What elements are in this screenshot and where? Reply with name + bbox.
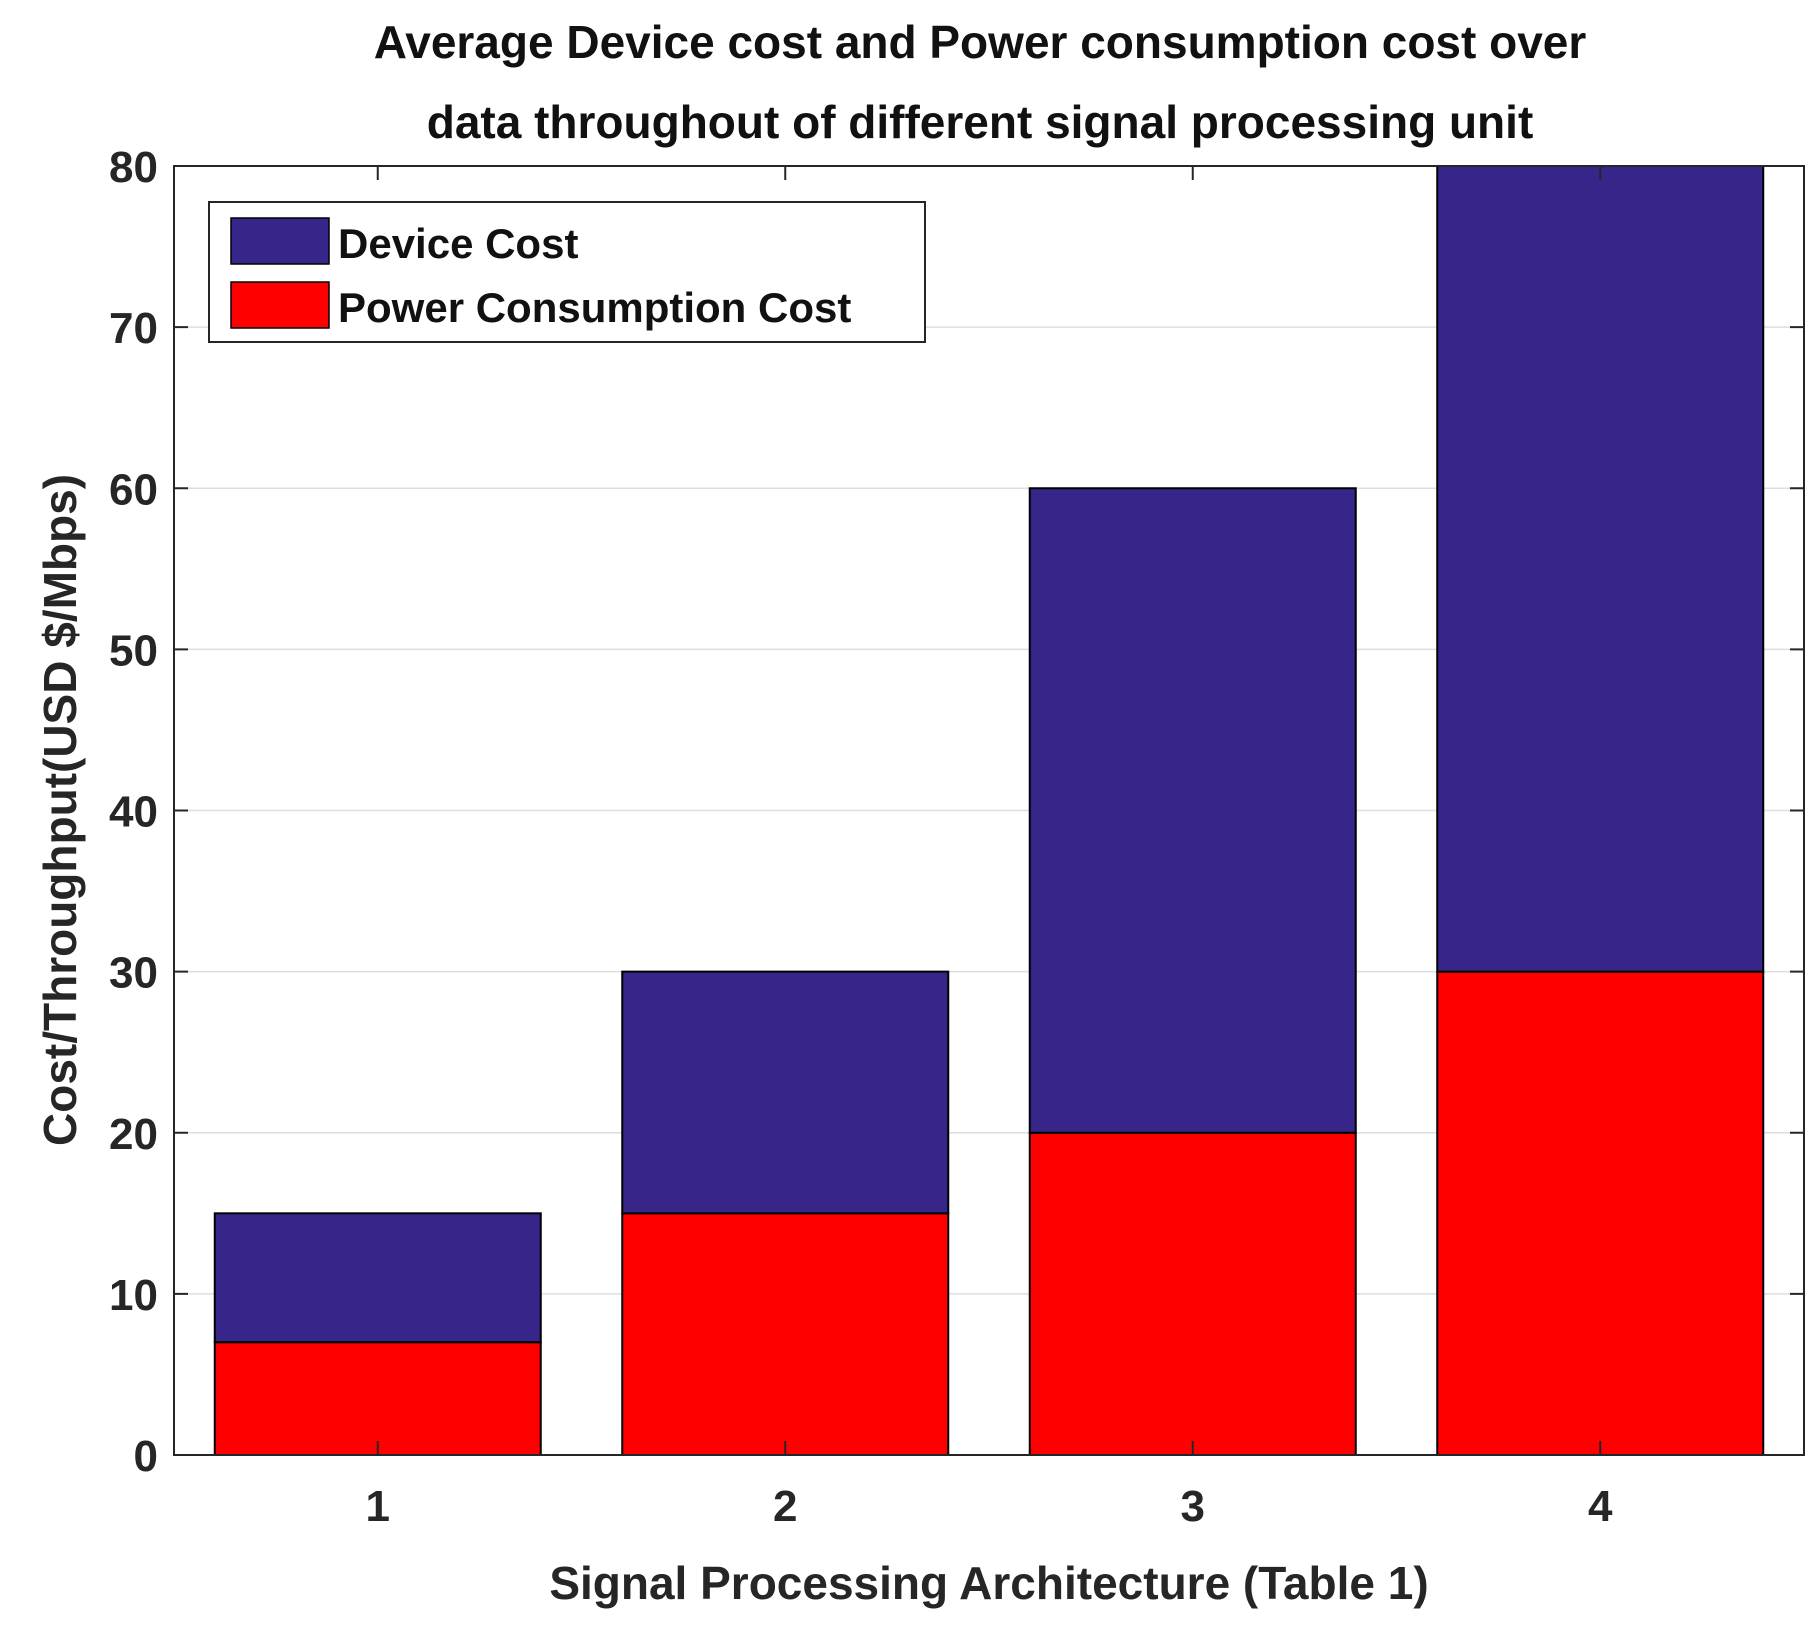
legend: Device Cost Power Consumption Cost xyxy=(208,201,926,343)
chart-title-line-1: Average Device cost and Power consumptio… xyxy=(374,16,1587,68)
y-tick-label-6: 60 xyxy=(109,465,158,514)
bar-power-consumption-cost-3 xyxy=(1028,1131,1357,1456)
y-tick-labels: 0 10 20 30 40 50 60 70 80 xyxy=(109,143,158,1481)
legend-swatch-power-consumption-cost xyxy=(230,281,330,329)
bar-power-consumption-cost-4 xyxy=(1436,970,1765,1456)
bar-device-cost-1 xyxy=(213,1212,542,1344)
bar-device-cost-4 xyxy=(1436,165,1765,973)
x-tick-label-1: 2 xyxy=(773,1482,797,1531)
y-axis-label: Cost/Throughput(USD $/Mbps) xyxy=(34,474,86,1146)
y-tick-label-2: 20 xyxy=(109,1110,158,1159)
axis-ticks xyxy=(174,165,1804,1456)
x-tick-label-2: 3 xyxy=(1181,1482,1205,1531)
bar-device-cost-2 xyxy=(621,970,950,1215)
bar-power-consumption-cost-1 xyxy=(213,1341,542,1457)
legend-swatch-device-cost xyxy=(230,217,330,265)
y-tick-label-5: 50 xyxy=(109,626,158,675)
bar-device-cost-3 xyxy=(1028,487,1357,1134)
x-tick-label-0: 1 xyxy=(366,1482,390,1531)
bars xyxy=(213,165,1765,1457)
x-axis-label: Signal Processing Architecture (Table 1) xyxy=(549,1557,1428,1609)
y-tick-label-3: 30 xyxy=(109,949,158,998)
legend-label-power-consumption-cost: Power Consumption Cost xyxy=(338,284,851,331)
y-tick-label-8: 80 xyxy=(109,143,158,192)
x-tick-label-3: 4 xyxy=(1588,1482,1613,1531)
y-tick-label-0: 0 xyxy=(134,1432,158,1481)
bar-power-consumption-cost-2 xyxy=(621,1212,950,1456)
y-tick-label-4: 40 xyxy=(109,788,158,837)
x-tick-labels: 1 2 3 4 xyxy=(366,1482,1614,1531)
legend-label-device-cost: Device Cost xyxy=(338,220,578,267)
chart-title-line-2: data throughout of different signal proc… xyxy=(427,96,1534,148)
y-tick-label-7: 70 xyxy=(109,304,158,353)
y-tick-label-1: 10 xyxy=(109,1271,158,1320)
